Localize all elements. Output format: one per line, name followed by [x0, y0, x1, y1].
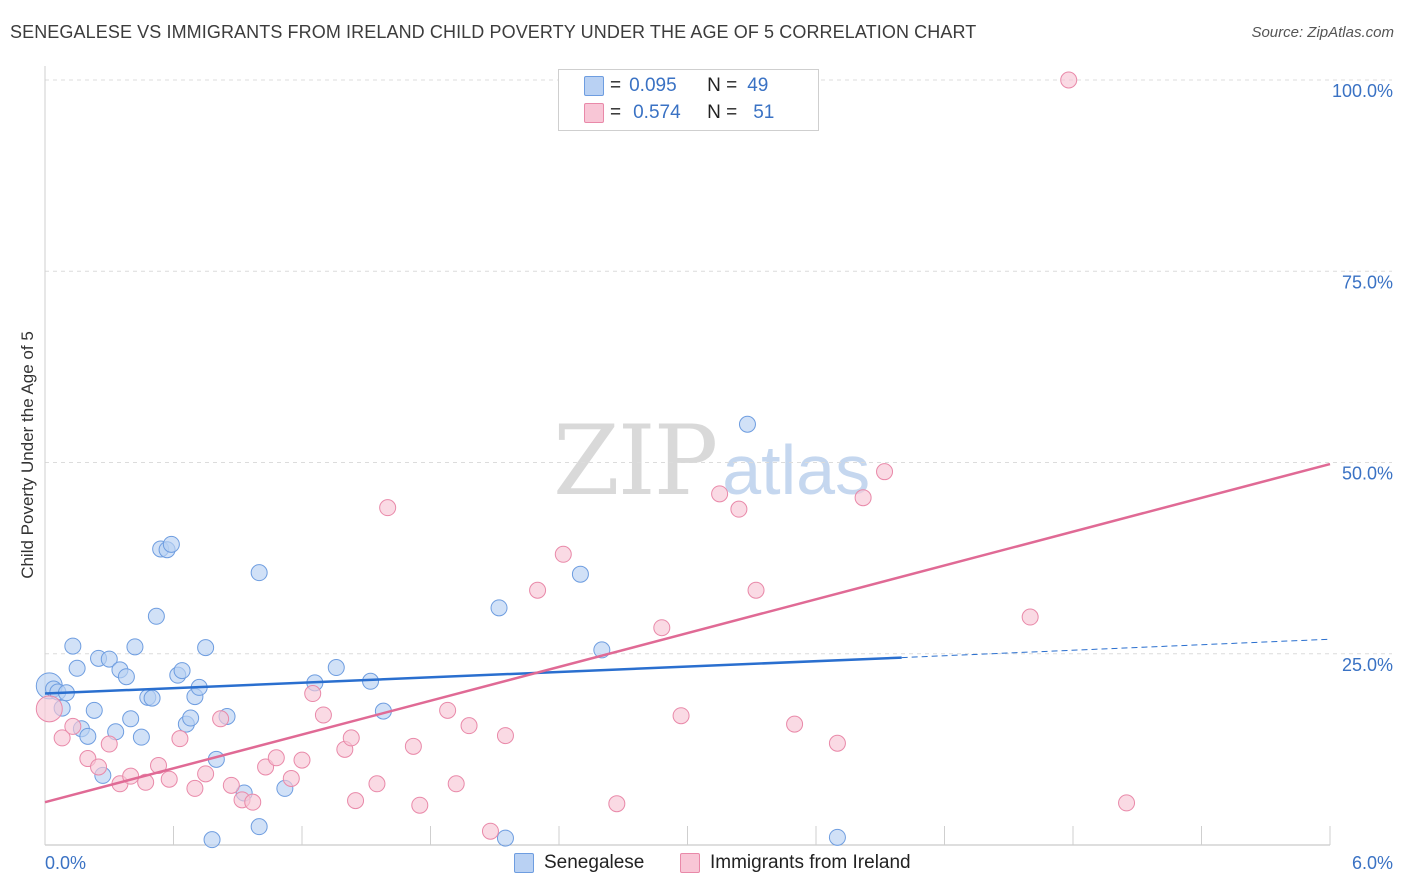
- legend-swatch-senegalese: [514, 853, 534, 873]
- data-point-senegalese: [68, 659, 86, 677]
- data-point-ireland: [314, 706, 332, 724]
- trend-line-senegalese: [44, 656, 902, 695]
- data-point-senegalese: [64, 637, 82, 655]
- data-point-ireland: [53, 729, 71, 747]
- trend-line-extension-senegalese: [901, 638, 1331, 659]
- legend-n-value: 51: [753, 102, 775, 123]
- data-point-ireland: [304, 685, 322, 703]
- data-point-ireland: [1060, 71, 1078, 89]
- data-point-ireland: [876, 463, 894, 481]
- data-point-ireland: [730, 500, 748, 518]
- data-point-senegalese: [85, 701, 103, 719]
- data-point-ireland: [447, 775, 465, 793]
- data-point-ireland: [854, 489, 872, 507]
- data-point-senegalese: [143, 689, 161, 707]
- data-point-ireland: [212, 710, 230, 728]
- stats-legend: R = 0.095 N = 49 R = 0.574 N = 51: [558, 69, 819, 131]
- y-tick-label: 50.0%: [1342, 464, 1393, 484]
- data-point-senegalese: [79, 727, 97, 745]
- data-point-senegalese: [197, 639, 215, 657]
- legend-swatch-ireland: [584, 103, 604, 123]
- data-point-senegalese: [162, 535, 180, 553]
- data-point-ireland: [747, 581, 765, 599]
- data-point-ireland: [171, 730, 189, 748]
- data-point-ireland: [35, 695, 63, 723]
- data-point-ireland: [100, 735, 118, 753]
- data-point-ireland: [368, 775, 386, 793]
- data-point-ireland: [404, 737, 422, 755]
- legend-n-value: 49: [747, 75, 769, 96]
- data-point-senegalese: [490, 599, 508, 617]
- data-point-ireland: [64, 717, 82, 735]
- data-point-ireland: [293, 751, 311, 769]
- data-point-ireland: [711, 485, 729, 503]
- legend-label-senegalese: Senegalese: [544, 852, 645, 873]
- data-point-ireland: [379, 499, 397, 517]
- data-point-ireland: [460, 717, 478, 735]
- legend-row-ireland: R = 0.574 N = 51: [584, 101, 775, 125]
- legend-swatch-ireland: [680, 853, 700, 873]
- data-point-senegalese: [327, 659, 345, 677]
- data-point-ireland: [608, 795, 626, 813]
- data-point-ireland: [282, 769, 300, 787]
- data-point-senegalese: [496, 829, 514, 847]
- data-point-senegalese: [738, 415, 756, 433]
- data-point-ireland: [554, 545, 572, 563]
- data-point-ireland: [672, 707, 690, 725]
- data-point-ireland: [222, 776, 240, 794]
- legend-label-ireland: Immigrants from Ireland: [710, 852, 911, 873]
- data-point-ireland: [137, 773, 155, 791]
- data-point-senegalese: [126, 638, 144, 656]
- data-point-ireland: [342, 729, 360, 747]
- y-tick-label: 25.0%: [1342, 655, 1393, 675]
- data-point-ireland: [90, 758, 108, 776]
- data-point-ireland: [786, 715, 804, 733]
- data-point-ireland: [653, 619, 671, 637]
- data-point-senegalese: [147, 607, 165, 625]
- data-point-ireland: [481, 822, 499, 840]
- y-tick-label: 75.0%: [1342, 272, 1393, 292]
- x-tick-label: 6.0%: [1352, 853, 1393, 873]
- trend-line-ireland: [44, 462, 1331, 804]
- legend-n-label: N =: [707, 75, 738, 96]
- legend-item-senegalese[interactable]: Senegalese: [514, 852, 644, 874]
- series-legend: Senegalese Immigrants from Ireland: [0, 852, 1406, 878]
- data-point-senegalese: [250, 564, 268, 582]
- data-point-ireland: [1118, 794, 1136, 812]
- data-point-senegalese: [203, 831, 221, 849]
- data-point-ireland: [267, 749, 285, 767]
- data-point-ireland: [347, 792, 365, 810]
- data-point-senegalese: [100, 650, 118, 668]
- data-point-ireland: [828, 734, 846, 752]
- data-point-senegalese: [173, 662, 191, 680]
- chart-title: SENEGALESE VS IMMIGRANTS FROM IRELAND CH…: [10, 22, 977, 42]
- legend-item-ireland[interactable]: Immigrants from Ireland: [680, 852, 911, 874]
- data-point-ireland: [197, 765, 215, 783]
- legend-row-senegalese: R = 0.095 N = 49: [584, 74, 769, 98]
- data-point-ireland: [1021, 608, 1039, 626]
- legend-r-value: 0.095: [629, 75, 677, 96]
- data-point-ireland: [529, 581, 547, 599]
- data-point-senegalese: [117, 668, 135, 686]
- data-point-senegalese: [828, 828, 846, 846]
- data-point-senegalese: [132, 728, 150, 746]
- data-point-ireland: [439, 701, 457, 719]
- data-point-ireland: [186, 779, 204, 797]
- data-point-ireland: [411, 796, 429, 814]
- legend-swatch-senegalese: [584, 76, 604, 96]
- data-point-ireland: [496, 727, 514, 745]
- data-point-senegalese: [250, 818, 268, 836]
- x-tick-label: 0.0%: [45, 853, 86, 873]
- data-point-ireland: [160, 770, 178, 788]
- legend-r-value: 0.574: [633, 102, 681, 123]
- chart-source: Source: ZipAtlas.com: [1251, 24, 1394, 41]
- legend-n-label: N =: [707, 102, 738, 123]
- y-tick-label: 100.0%: [1332, 81, 1393, 101]
- data-point-senegalese: [571, 565, 589, 583]
- data-point-senegalese: [122, 710, 140, 728]
- data-point-senegalese: [182, 709, 200, 727]
- data-point-ireland: [244, 793, 262, 811]
